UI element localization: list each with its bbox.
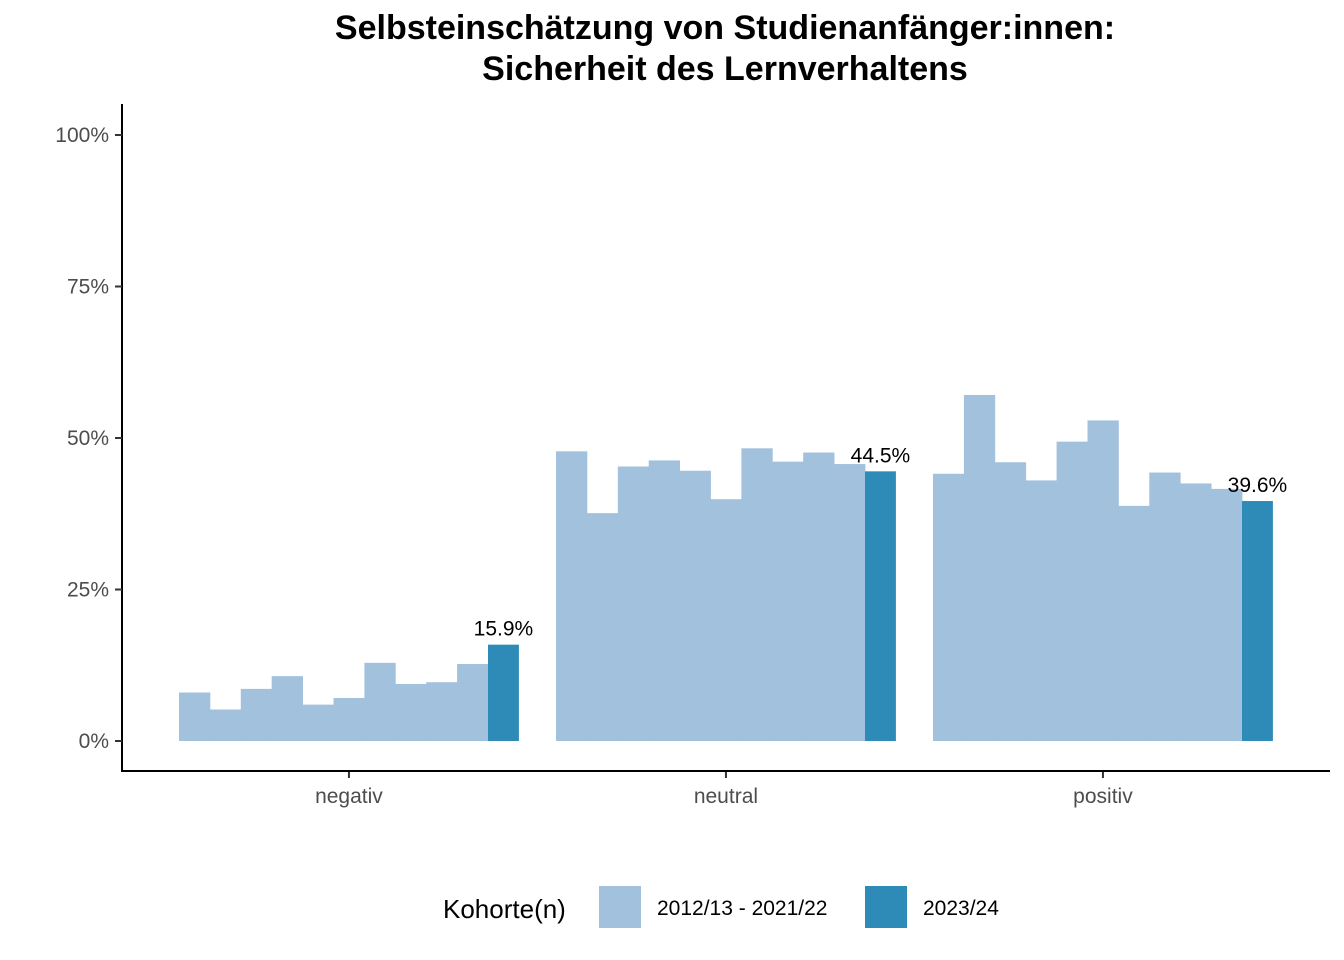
data-label-negativ: 15.9% xyxy=(474,618,534,641)
bar-neutral-hist-6 xyxy=(741,448,773,741)
data-labels-layer: 15.9% 44.5% 39.6% xyxy=(474,444,1288,640)
bar-negativ-hist-0 xyxy=(179,692,211,741)
chart-title-line1: Selbsteinschätzung von Studienanfänger:i… xyxy=(334,9,1116,47)
bar-negativ-hist-6 xyxy=(364,662,396,741)
legend-label-historical: 2012/13 - 2021/22 xyxy=(657,897,828,920)
bar-negativ-hist-1 xyxy=(209,709,242,741)
bar-positiv-hist-0 xyxy=(933,473,965,741)
bar-neutral-hist-3 xyxy=(648,460,680,741)
bar-positiv-hist-1 xyxy=(963,394,996,741)
bar-positiv-hist-6 xyxy=(1118,505,1150,741)
y-tick-label-25: 25% xyxy=(67,579,109,602)
axes-layer: negativ neutral positiv 0% 25% 50% 75% 100% xyxy=(55,104,1330,808)
bar-positiv-hist-8 xyxy=(1180,483,1212,741)
bar-neutral-hist-2 xyxy=(617,466,650,741)
data-label-neutral: 44.5% xyxy=(851,444,911,467)
bar-positiv-hist-3 xyxy=(1025,480,1057,741)
bar-positiv-hist-2 xyxy=(994,462,1027,741)
x-tick-label-positiv: positiv xyxy=(1073,785,1133,808)
bar-negativ-hist-3 xyxy=(271,676,303,741)
bar-positiv-current xyxy=(1242,501,1273,741)
legend-title: Kohorte(n) xyxy=(443,894,566,924)
legend-label-current: 2023/24 xyxy=(923,897,999,920)
y-tick-label-100: 100% xyxy=(55,124,109,147)
bar-positiv-hist-4 xyxy=(1056,441,1088,741)
bar-positiv-hist-5 xyxy=(1087,420,1119,741)
x-tick-label-negativ: negativ xyxy=(315,785,383,808)
y-tick-label-50: 50% xyxy=(67,427,109,450)
legend-key-historical xyxy=(599,886,641,928)
bar-neutral-hist-0 xyxy=(556,451,588,741)
bar-neutral-hist-8 xyxy=(803,452,835,741)
legend-key-current xyxy=(865,886,907,928)
y-tick-label-0: 0% xyxy=(79,730,109,753)
bar-negativ-hist-5 xyxy=(333,697,365,741)
bars-layer xyxy=(179,394,1273,741)
bar-negativ-hist-2 xyxy=(240,688,273,741)
chart-title-line2: Sicherheit des Lernverhaltens xyxy=(482,50,968,88)
legend: Kohorte(n) 2012/13 - 2021/22 2023/24 xyxy=(0,886,1344,930)
bar-negativ-hist-9 xyxy=(457,664,489,741)
bar-negativ-hist-7 xyxy=(395,684,427,741)
x-tick-label-neutral: neutral xyxy=(694,785,758,808)
bar-neutral-hist-1 xyxy=(586,513,619,741)
bar-neutral-hist-9 xyxy=(834,464,866,741)
bar-negativ-current xyxy=(488,644,519,741)
bar-positiv-hist-7 xyxy=(1149,472,1181,741)
chart-title: Selbsteinschätzung von Studienanfänger:i… xyxy=(0,8,1344,90)
bar-neutral-hist-5 xyxy=(710,499,742,741)
bar-negativ-hist-8 xyxy=(426,682,458,741)
bar-positiv-hist-9 xyxy=(1211,488,1243,741)
bar-neutral-hist-4 xyxy=(679,470,711,741)
data-label-positiv: 39.6% xyxy=(1228,474,1288,497)
bar-neutral-hist-7 xyxy=(772,461,804,741)
bar-chart: 15.9% 44.5% 39.6% negativ neutral positiv 0% 2… xyxy=(55,104,1330,808)
bar-negativ-hist-4 xyxy=(302,704,334,741)
bar-neutral-current xyxy=(865,471,896,741)
y-tick-label-75: 75% xyxy=(67,276,109,299)
